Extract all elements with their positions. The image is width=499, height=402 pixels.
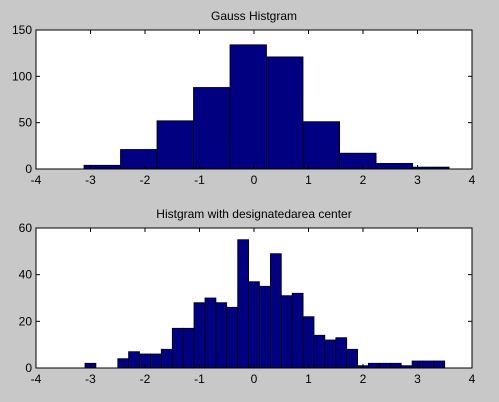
histogram-bar xyxy=(389,362,402,369)
histogram-bar xyxy=(313,334,326,369)
histogram-bar xyxy=(193,302,206,369)
x-tick-label: 3 xyxy=(414,372,421,386)
histogram-bar xyxy=(83,164,121,170)
histogram-bar xyxy=(302,121,341,170)
histogram-bar xyxy=(149,353,162,369)
top-histogram: -4 -3 -2 -1 0 1 2 3 4 0 50 100 150 Gauss Histgram xyxy=(12,9,476,187)
histogram-bar xyxy=(182,327,195,369)
chart-title: Gauss Histgram xyxy=(211,9,297,23)
histogram-bar xyxy=(117,358,130,369)
x-tick-label: 0 xyxy=(251,372,258,386)
histogram-bar xyxy=(226,306,239,369)
x-tick-label: 0 xyxy=(251,173,258,187)
histogram-bar xyxy=(346,348,359,369)
histogram-bar xyxy=(302,316,315,369)
x-tick-label: 2 xyxy=(360,372,367,386)
x-tick-label: 3 xyxy=(414,173,421,187)
y-tick-label: 20 xyxy=(19,314,33,328)
histogram-bar xyxy=(339,152,377,170)
histogram-bar xyxy=(324,339,337,369)
histogram-bar xyxy=(237,239,249,369)
y-tick-label: 100 xyxy=(12,69,32,83)
histogram-bar xyxy=(266,56,304,170)
histogram-bar xyxy=(156,120,194,170)
chart-title: Histgram with designatedarea center xyxy=(156,207,351,221)
histogram-bar xyxy=(204,297,217,369)
y-tick-label: 40 xyxy=(19,268,33,282)
x-tick-label: -3 xyxy=(85,372,96,386)
histogram-bar xyxy=(280,295,293,369)
y-tick-label: 150 xyxy=(12,23,32,37)
x-tick-label: -4 xyxy=(31,372,42,386)
histogram-bar xyxy=(120,149,158,170)
histogram-bar xyxy=(378,362,391,369)
histogram-bar xyxy=(367,362,380,369)
histogram-bar xyxy=(171,327,184,369)
histogram-bar xyxy=(215,302,228,369)
histogram-bar xyxy=(258,285,271,369)
y-tick-label: 0 xyxy=(25,162,32,176)
histogram-bar xyxy=(193,87,231,170)
x-tick-label: 2 xyxy=(360,173,367,187)
histogram-bar xyxy=(269,253,282,369)
histogram-bar xyxy=(291,292,304,369)
histogram-bar xyxy=(335,337,348,369)
y-tick-label: 0 xyxy=(25,361,32,375)
y-tick-label: 50 xyxy=(19,116,33,130)
histogram-bar xyxy=(160,348,173,369)
x-tick-label: -2 xyxy=(140,372,151,386)
x-tick-label: 4 xyxy=(469,173,476,187)
x-tick-label: 4 xyxy=(469,372,476,386)
y-tick-label: 60 xyxy=(19,221,33,235)
histogram-bar xyxy=(375,162,414,170)
x-tick-label: 1 xyxy=(305,372,312,386)
x-tick-label: -4 xyxy=(31,173,42,187)
histogram-bar xyxy=(433,360,446,369)
histogram-bar xyxy=(422,360,435,369)
x-tick-label: -3 xyxy=(85,173,96,187)
histogram-bar xyxy=(229,44,267,170)
histogram-bar xyxy=(248,281,260,369)
x-tick-label: -2 xyxy=(140,173,151,187)
x-tick-label: 1 xyxy=(305,173,312,187)
x-tick-label: -1 xyxy=(194,372,205,386)
x-tick-label: -1 xyxy=(194,173,205,187)
histogram-bar xyxy=(128,351,140,369)
